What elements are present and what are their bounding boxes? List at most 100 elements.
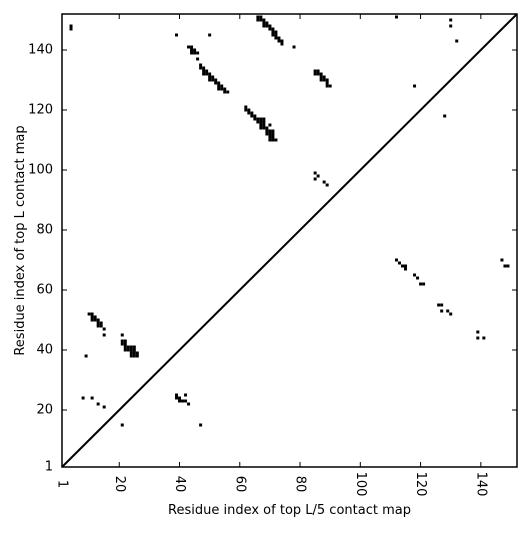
contact-point [325, 183, 329, 187]
contact-point [322, 78, 326, 82]
contact-point [413, 273, 417, 277]
contact-point [268, 24, 272, 28]
contact-point [292, 45, 296, 49]
contact-point [132, 354, 136, 358]
contact-point [196, 57, 200, 61]
contact-point [247, 111, 251, 115]
contact-point [325, 81, 329, 85]
contact-point [265, 24, 269, 28]
contact-point [268, 27, 272, 31]
contact-point [208, 78, 212, 82]
contact-point [129, 354, 133, 358]
contact-point [220, 84, 224, 88]
contact-point [93, 318, 97, 322]
contact-point [199, 423, 203, 427]
contact-point [250, 114, 254, 118]
contact-point [268, 132, 272, 136]
x-tick-label: 120 [413, 472, 428, 497]
contact-point [404, 264, 407, 268]
contact-point [506, 264, 510, 268]
contact-point [503, 264, 507, 268]
contact-point [259, 120, 263, 124]
contact-point [217, 84, 221, 88]
diagonal-line [61, 13, 518, 468]
contact-point [96, 324, 100, 328]
y-tick-label: 60 [36, 283, 53, 298]
contact-point [265, 21, 269, 25]
contact-point [274, 30, 278, 34]
contact-point [190, 45, 194, 49]
contact-point [419, 282, 423, 286]
contact-point [449, 18, 453, 22]
contact-point [443, 114, 447, 118]
contact-point [280, 39, 284, 43]
contact-point [196, 51, 200, 55]
contact-point [123, 339, 127, 343]
contact-point [129, 348, 133, 352]
contact-point [277, 39, 281, 43]
contact-point [397, 261, 401, 265]
contact-point [193, 48, 197, 52]
contact-point [319, 75, 323, 79]
contact-point [135, 351, 139, 355]
contact-point [259, 18, 263, 22]
contact-point [319, 72, 323, 76]
contact-point [422, 282, 426, 286]
contact-point [313, 69, 317, 73]
y-tick-label: 140 [28, 43, 53, 58]
contact-point [202, 72, 206, 76]
contact-point [262, 120, 266, 124]
contact-point [81, 396, 85, 400]
contact-point [455, 39, 459, 43]
contact-point [205, 69, 209, 73]
contact-point [271, 27, 275, 31]
contact-point [271, 132, 275, 136]
contact-point [214, 81, 218, 85]
contact-point [69, 27, 73, 31]
contact-point [268, 129, 272, 133]
contact-point [316, 174, 320, 178]
contact-point [440, 309, 444, 313]
contact-point [120, 333, 124, 337]
contact-point [211, 78, 215, 82]
contact-point [394, 15, 398, 19]
contact-point [404, 267, 407, 271]
contact-point [99, 324, 103, 328]
contact-point [202, 66, 206, 70]
contact-point [274, 33, 278, 37]
contact-point [123, 348, 127, 352]
x-tick-label: 1 [55, 480, 70, 488]
contact-point [250, 111, 254, 115]
contact-point [199, 63, 203, 67]
contact-point [265, 132, 269, 136]
x-tick-label: 100 [353, 472, 368, 497]
contact-point [262, 123, 266, 127]
contact-point [259, 123, 263, 127]
contact-point [175, 396, 178, 400]
contact-point [313, 171, 317, 175]
contact-point [413, 84, 417, 88]
contact-point [449, 312, 453, 316]
contact-point [256, 18, 260, 22]
contact-point [313, 177, 317, 181]
y-tick-label: 120 [28, 103, 53, 118]
contact-point [437, 303, 441, 307]
contact-point [265, 129, 269, 133]
contact-point [214, 78, 218, 82]
contact-point [265, 126, 269, 130]
contact-point [482, 336, 486, 340]
x-tick-label: 40 [172, 476, 187, 493]
contact-point [268, 135, 272, 139]
contact-point [262, 24, 266, 28]
contact-point [262, 21, 266, 25]
contact-point [271, 138, 275, 142]
contact-point [217, 81, 221, 85]
contact-point [446, 309, 450, 313]
x-axis-ticks: 1 20 40 60 80 100 120 140 [55, 14, 488, 497]
contact-point [120, 342, 124, 346]
contact-point [259, 15, 263, 19]
contact-point [120, 339, 124, 343]
contact-point [90, 312, 94, 316]
